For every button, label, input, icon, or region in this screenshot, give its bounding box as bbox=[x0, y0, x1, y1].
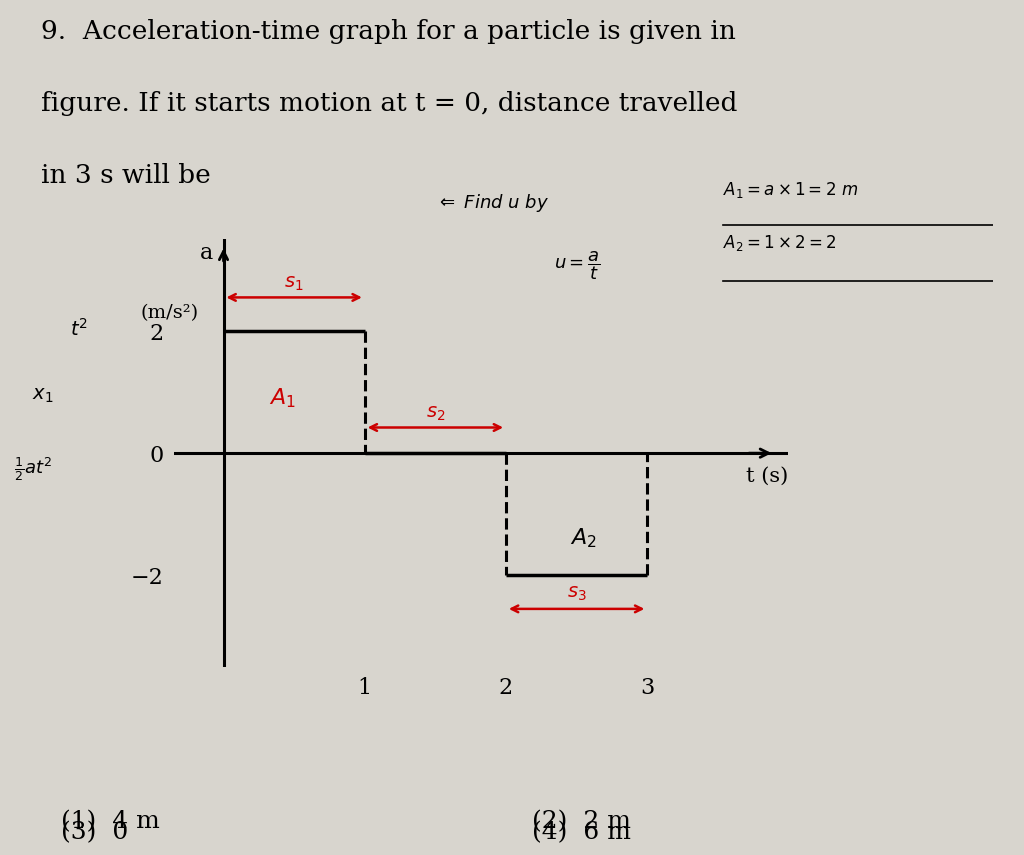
Text: $s_1$: $s_1$ bbox=[285, 274, 304, 293]
Text: (m/s²): (m/s²) bbox=[140, 304, 199, 321]
Text: (2)  2 m: (2) 2 m bbox=[532, 811, 632, 834]
Text: 9.  Acceleration-time graph for a particle is given in: 9. Acceleration-time graph for a particl… bbox=[41, 19, 736, 44]
Text: (4)  6 m: (4) 6 m bbox=[532, 822, 632, 845]
Text: (1)  4 m: (1) 4 m bbox=[61, 811, 160, 834]
Text: figure. If it starts motion at t = 0, distance travelled: figure. If it starts motion at t = 0, di… bbox=[41, 91, 737, 116]
Text: $\frac{1}{2}at^2$: $\frac{1}{2}at^2$ bbox=[14, 455, 52, 483]
Text: (3)  0: (3) 0 bbox=[61, 822, 129, 845]
Text: t (s): t (s) bbox=[746, 467, 788, 486]
Text: $x_1$: $x_1$ bbox=[33, 386, 53, 405]
Text: $A_2$: $A_2$ bbox=[570, 527, 597, 551]
Text: $s_2$: $s_2$ bbox=[426, 404, 445, 422]
Text: $A_2 = 1 \times 2 = 2$: $A_2 = 1 \times 2 = 2$ bbox=[723, 233, 837, 253]
Text: a: a bbox=[200, 242, 213, 264]
Text: $s_3$: $s_3$ bbox=[566, 584, 587, 603]
Text: in 3 s will be: in 3 s will be bbox=[41, 162, 211, 188]
Text: $\Leftarrow$ Find $u$ by: $\Leftarrow$ Find $u$ by bbox=[436, 192, 549, 214]
Text: $A_1 = a \times 1 = 2$ m: $A_1 = a \times 1 = 2$ m bbox=[723, 180, 858, 199]
Text: $A_1$: $A_1$ bbox=[269, 386, 296, 410]
Text: $t^2$: $t^2$ bbox=[70, 318, 88, 340]
Text: $u = \dfrac{a}{t}$: $u = \dfrac{a}{t}$ bbox=[554, 249, 600, 281]
